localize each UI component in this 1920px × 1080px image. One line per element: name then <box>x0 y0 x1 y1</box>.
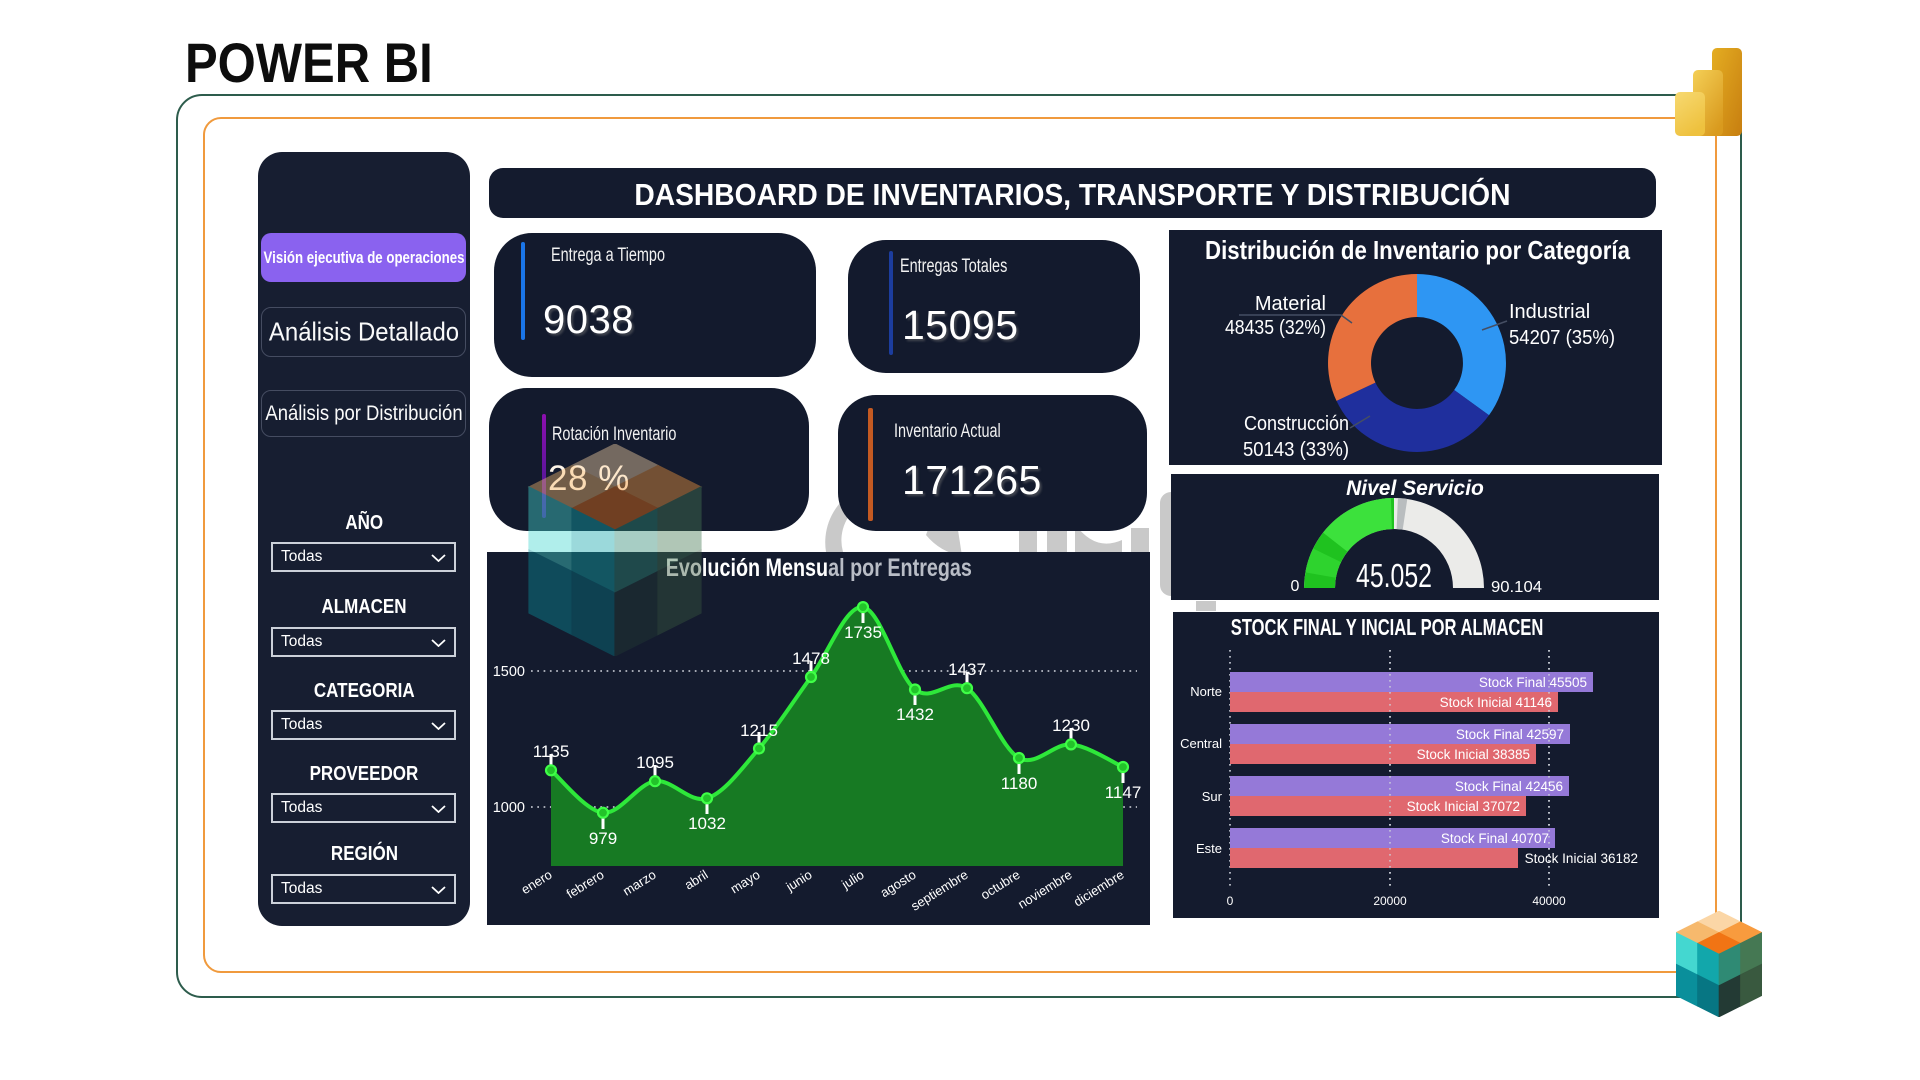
svg-text:1180: 1180 <box>1001 774 1038 793</box>
svg-text:1147: 1147 <box>1105 783 1142 802</box>
svg-text:Industrial: Industrial <box>1509 301 1590 323</box>
svg-text:1432: 1432 <box>896 705 934 724</box>
svg-text:Material: Material <box>1255 293 1326 315</box>
svg-text:Stock Final 45505: Stock Final 45505 <box>1479 675 1587 690</box>
svg-text:45.052: 45.052 <box>1356 557 1432 594</box>
svg-text:1032: 1032 <box>688 814 726 833</box>
svg-text:Central: Central <box>1180 736 1222 751</box>
svg-text:Stock Inicial 36182: Stock Inicial 36182 <box>1525 851 1638 866</box>
svg-text:febrero: febrero <box>564 867 607 902</box>
svg-text:enero: enero <box>518 867 554 897</box>
svg-text:agosto: agosto <box>878 867 919 900</box>
svg-text:1000: 1000 <box>493 800 525 816</box>
svg-text:julio: julio <box>838 867 866 893</box>
svg-text:0: 0 <box>1291 578 1300 595</box>
svg-text:0: 0 <box>1227 894 1234 908</box>
svg-text:1215: 1215 <box>740 721 778 740</box>
svg-text:20000: 20000 <box>1373 894 1407 908</box>
svg-text:40000: 40000 <box>1532 894 1566 908</box>
svg-text:diciembre: diciembre <box>1071 867 1127 910</box>
svg-text:octubre: octubre <box>978 867 1023 903</box>
svg-text:mayo: mayo <box>728 867 763 897</box>
svg-text:Stock Final 40707: Stock Final 40707 <box>1441 831 1549 846</box>
svg-text:Stock Inicial 37072: Stock Inicial 37072 <box>1407 799 1520 814</box>
svg-text:Este: Este <box>1196 841 1222 856</box>
svg-text:1230: 1230 <box>1052 716 1090 735</box>
svg-text:1735: 1735 <box>844 623 882 642</box>
svg-text:Construcción: Construcción <box>1244 413 1349 435</box>
svg-text:90.104: 90.104 <box>1491 579 1542 596</box>
svg-text:Stock Inicial 38385: Stock Inicial 38385 <box>1417 747 1530 762</box>
svg-text:abril: abril <box>682 867 711 893</box>
svg-text:Norte: Norte <box>1190 684 1222 699</box>
svg-text:Stock Final 42456: Stock Final 42456 <box>1455 779 1563 794</box>
svg-text:1437: 1437 <box>948 660 986 679</box>
svg-text:1500: 1500 <box>493 664 525 680</box>
svg-text:1135: 1135 <box>533 742 570 761</box>
svg-text:Stock Final 42597: Stock Final 42597 <box>1456 727 1564 742</box>
svg-text:noviembre: noviembre <box>1015 867 1074 912</box>
svg-text:junio: junio <box>782 867 814 895</box>
svg-text:48435 (32%): 48435 (32%) <box>1225 317 1326 339</box>
svg-text:1478: 1478 <box>792 649 830 668</box>
svg-text:Stock Inicial 41146: Stock Inicial 41146 <box>1440 695 1552 710</box>
svg-text:50143 (33%): 50143 (33%) <box>1243 439 1349 461</box>
svg-text:54207 (35%): 54207 (35%) <box>1509 327 1615 349</box>
svg-text:979: 979 <box>589 829 617 848</box>
svg-text:septiembre: septiembre <box>908 867 970 914</box>
svg-text:marzo: marzo <box>620 867 659 899</box>
svg-text:1095: 1095 <box>636 753 674 772</box>
svg-text:Sur: Sur <box>1202 789 1223 804</box>
